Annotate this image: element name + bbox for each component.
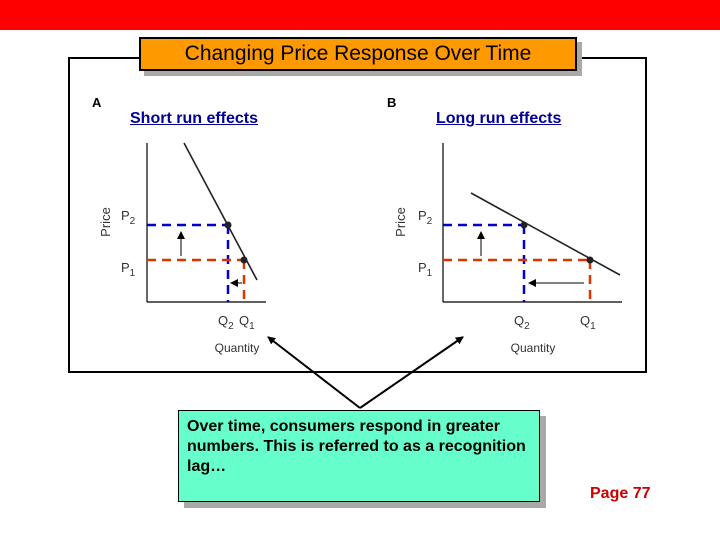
panel-a-p1-label: P1 <box>121 260 136 279</box>
panel-a-point-p1 <box>240 256 248 264</box>
panel-a-title: Short run effects <box>130 110 259 127</box>
panel-b-q2-label: Q2 <box>514 313 530 332</box>
panel-a-chart: Price Quantity P2 P1 Q2 Q1 <box>98 142 266 355</box>
panel-b-y-axis-label: Price <box>393 207 408 237</box>
panel-b-letter: B <box>387 95 397 110</box>
panel-a-p2-label: P2 <box>121 208 136 227</box>
callout-pointer-a <box>267 336 361 409</box>
panel-b-chart: Price Quantity P2 P1 Q2 Q1 <box>393 143 622 355</box>
panel-b-x-axis-label: Quantity <box>511 341 556 355</box>
panel-b-q1-label: Q1 <box>580 313 596 332</box>
callout-box: Over time, consumers respond in greater … <box>178 410 540 502</box>
panel-a-letter: A <box>92 95 102 110</box>
panel-a-point-p2 <box>224 221 232 229</box>
page-number: Page 77 <box>590 485 651 502</box>
panel-a-x-axis-label: Quantity <box>215 341 260 355</box>
panel-b-title: Long run effects <box>436 110 562 127</box>
panel-a-y-axis-label: Price <box>98 207 113 237</box>
diagram-frame <box>68 57 647 373</box>
callout-pointer-b <box>359 336 464 409</box>
panel-b-demand-curve <box>470 192 621 276</box>
panel-b-point-p1 <box>586 256 594 264</box>
panel-a-q2-label: Q2 <box>218 313 234 332</box>
panel-b-point-p2 <box>520 221 528 229</box>
panel-b-p1-label: P1 <box>418 260 433 279</box>
top-bar <box>0 0 720 30</box>
panel-b-p2-label: P2 <box>418 208 433 227</box>
slide-title: Changing Price Response Over Time <box>139 37 577 71</box>
panel-a-q1-label: Q1 <box>239 313 255 332</box>
